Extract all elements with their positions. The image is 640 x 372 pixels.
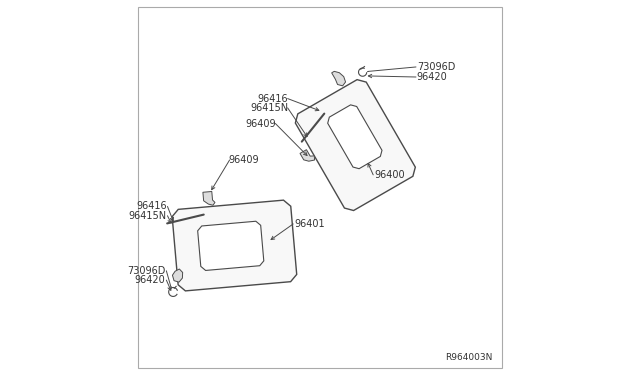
Polygon shape bbox=[172, 269, 182, 282]
Text: 96416: 96416 bbox=[258, 94, 289, 103]
Text: 96401: 96401 bbox=[294, 219, 324, 229]
Polygon shape bbox=[203, 192, 215, 205]
Polygon shape bbox=[300, 150, 315, 161]
Text: 96400: 96400 bbox=[374, 170, 404, 180]
Text: 73096D: 73096D bbox=[127, 266, 166, 276]
Text: 96420: 96420 bbox=[417, 72, 447, 82]
Polygon shape bbox=[332, 71, 346, 86]
Text: 96415N: 96415N bbox=[129, 211, 167, 221]
Polygon shape bbox=[198, 221, 264, 270]
Polygon shape bbox=[172, 200, 297, 291]
Text: 73096D: 73096D bbox=[417, 62, 455, 72]
Text: 96416: 96416 bbox=[136, 202, 167, 211]
Text: 96420: 96420 bbox=[135, 275, 166, 285]
Text: 96415N: 96415N bbox=[250, 103, 289, 113]
Text: 96409: 96409 bbox=[229, 155, 259, 165]
Text: 96409: 96409 bbox=[246, 119, 276, 128]
Polygon shape bbox=[328, 105, 382, 169]
Polygon shape bbox=[295, 80, 415, 211]
Text: R964003N: R964003N bbox=[445, 353, 493, 362]
